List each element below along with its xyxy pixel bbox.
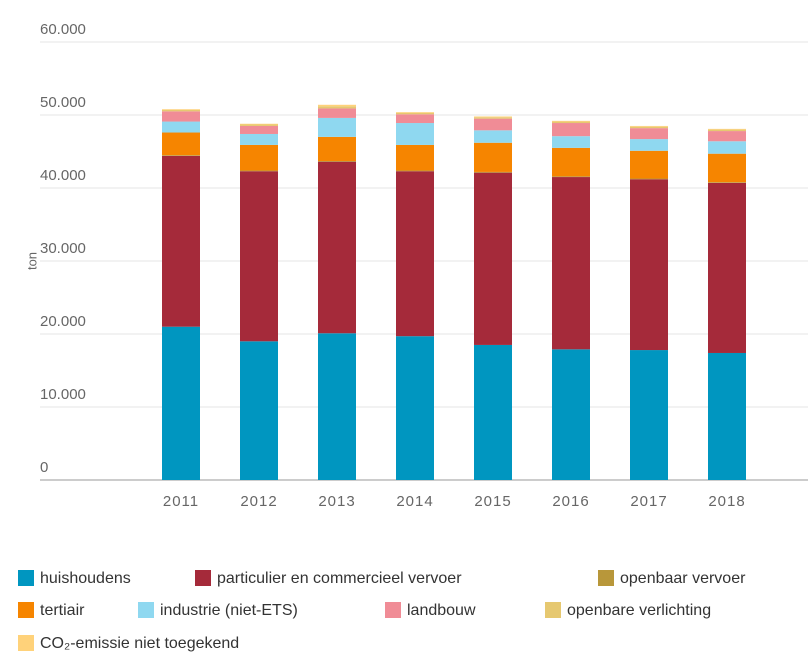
- bar-segment: [162, 121, 200, 133]
- bar-segment: [162, 155, 200, 156]
- y-tick-label: 40.000: [40, 167, 86, 184]
- bar-segment: [474, 116, 512, 118]
- x-tick-label: 2015: [474, 493, 511, 510]
- bar-segment: [318, 117, 356, 137]
- bar-segment: [318, 106, 356, 109]
- bar-segment: [162, 111, 200, 122]
- legend-label: huishoudens: [40, 570, 131, 587]
- bar-segment: [240, 124, 278, 126]
- bar-segment: [708, 141, 746, 154]
- x-tick-label: 2017: [630, 493, 667, 510]
- legend-swatch: [545, 602, 561, 618]
- bar-segment: [552, 349, 590, 480]
- bar-segment: [474, 117, 512, 119]
- legend-label: CO₂-emissie niet toegekend: [40, 635, 239, 652]
- bar-segment: [396, 170, 434, 172]
- bar-segment: [552, 147, 590, 177]
- x-tick-label: 2014: [396, 493, 433, 510]
- bar-segment: [708, 153, 746, 183]
- bar-segment: [240, 170, 278, 172]
- bar-segment: [708, 131, 746, 142]
- bar-segment: [318, 160, 356, 162]
- bar-segment: [552, 120, 590, 122]
- bar-segment: [708, 352, 746, 480]
- legend-swatch: [18, 602, 34, 618]
- bar-segment: [396, 336, 434, 480]
- legend-label: openbaar vervoer: [620, 570, 746, 587]
- bar-segment: [552, 176, 590, 178]
- x-tick-label: 2018: [708, 493, 745, 510]
- bar-segment: [630, 179, 668, 351]
- bar-segment: [396, 123, 434, 145]
- x-tick-label: 2013: [318, 493, 355, 510]
- bar-segment: [318, 333, 356, 480]
- x-tick-label: 2011: [163, 493, 199, 510]
- bar-segment: [396, 112, 434, 113]
- bar-segment: [630, 350, 668, 480]
- bar-segment: [630, 125, 668, 127]
- legend-swatch: [195, 570, 211, 586]
- bar-segment: [240, 144, 278, 171]
- bar-segment: [708, 128, 746, 130]
- bar-segment: [474, 344, 512, 480]
- bar-segment: [162, 155, 200, 327]
- y-tick-label: 30.000: [40, 240, 86, 257]
- bar-segment: [474, 118, 512, 131]
- bar-segment: [396, 144, 434, 171]
- bar-segment: [318, 136, 356, 161]
- bar-segment: [552, 123, 590, 137]
- bar-segment: [630, 128, 668, 140]
- x-tick-label: 2016: [552, 493, 589, 510]
- legend-label: landbouw: [407, 602, 476, 619]
- legend-label: industrie (niet-ETS): [160, 602, 298, 619]
- bar-segment: [240, 123, 278, 125]
- bar-segment: [474, 172, 512, 345]
- legend-label: tertiair: [40, 602, 85, 619]
- bar-segment: [240, 133, 278, 145]
- bar-segment: [318, 104, 356, 107]
- bar-segment: [318, 108, 356, 118]
- legend-swatch: [598, 570, 614, 586]
- bar-segment: [552, 136, 590, 148]
- bar-segment: [240, 341, 278, 480]
- bar-segment: [552, 177, 590, 350]
- bar-segment: [396, 171, 434, 337]
- bar-segment: [162, 109, 200, 110]
- legend-swatch: [18, 635, 34, 651]
- bar-segment: [552, 121, 590, 124]
- bar-segment: [474, 130, 512, 143]
- bar-segment: [630, 150, 668, 179]
- bar-segment: [162, 326, 200, 480]
- y-tick-label: 0: [40, 459, 48, 476]
- y-tick-label: 20.000: [40, 313, 86, 330]
- bar-segment: [474, 171, 512, 173]
- legend-swatch: [18, 570, 34, 586]
- y-tick-label: 50.000: [40, 94, 86, 111]
- legend-label: particulier en commercieel vervoer: [217, 570, 462, 587]
- bar-segment: [708, 182, 746, 183]
- bar-segment: [396, 112, 434, 115]
- y-tick-label: 10.000: [40, 386, 86, 403]
- y-tick-label: 60.000: [40, 21, 86, 38]
- legend-swatch: [385, 602, 401, 618]
- x-tick-label: 2012: [240, 493, 277, 510]
- bar-segment: [708, 182, 746, 353]
- bar-segment: [630, 178, 668, 180]
- bar-segment: [318, 161, 356, 334]
- bar-segment: [240, 125, 278, 134]
- legend-label: openbare verlichting: [567, 602, 711, 619]
- bar-segment: [240, 171, 278, 342]
- bar-segment: [474, 142, 512, 172]
- bar-segment: [708, 129, 746, 132]
- bar-segment: [162, 132, 200, 156]
- bar-segment: [630, 126, 668, 129]
- bar-segment: [630, 139, 668, 151]
- bar-segment: [396, 114, 434, 124]
- legend-swatch: [138, 602, 154, 618]
- bar-segment: [162, 109, 200, 112]
- y-axis-label: ton: [24, 252, 39, 270]
